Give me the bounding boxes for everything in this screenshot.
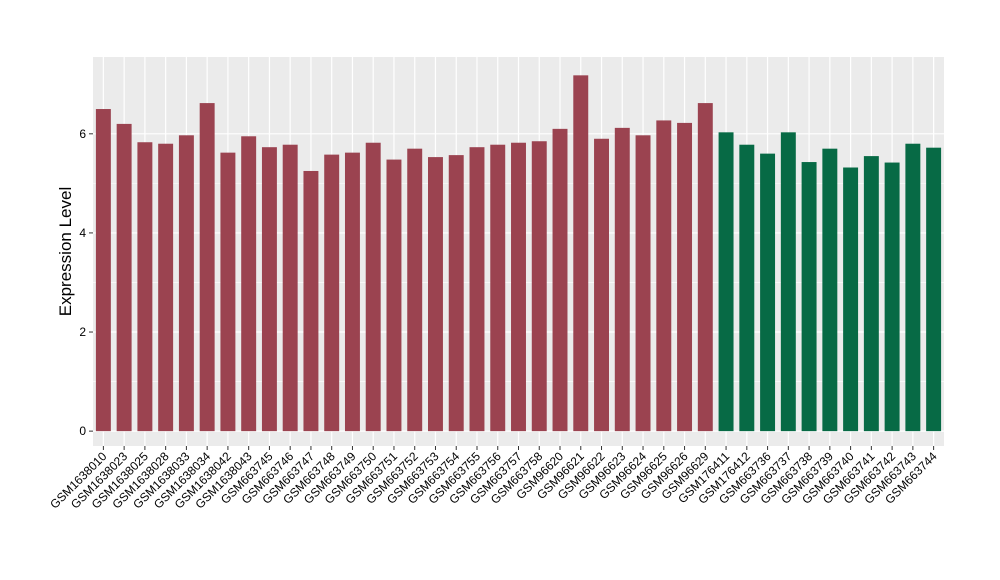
y-axis-title: Expression Level	[56, 187, 75, 316]
y-tick-label: 2	[79, 325, 86, 339]
bars	[95, 75, 942, 432]
bar-GSM1638028	[158, 143, 174, 432]
bar-GSM663754	[448, 155, 464, 432]
bar-GSM663745	[261, 147, 277, 432]
bar-GSM663758	[531, 141, 547, 432]
bar-GSM1638023	[116, 123, 132, 432]
bar-GSM96625	[656, 120, 672, 432]
bar-GSM663737	[780, 132, 796, 432]
bar-GSM663738	[801, 162, 817, 432]
bar-GSM1638033	[178, 135, 194, 432]
bar-GSM96621	[573, 75, 589, 432]
bar-GSM176411	[718, 132, 734, 432]
bar-GSM1638034	[199, 103, 215, 432]
bar-GSM96623	[614, 127, 630, 432]
bar-GSM663750	[365, 142, 381, 432]
bar-GSM663740	[843, 167, 859, 432]
bar-GSM663747	[303, 170, 319, 432]
bar-GSM663755	[469, 147, 485, 432]
bar-GSM663742	[884, 162, 900, 432]
bar-GSM1638043	[241, 136, 257, 432]
bar-GSM663748	[324, 154, 340, 432]
bar-GSM96624	[635, 135, 651, 432]
bar-GSM663756	[490, 144, 506, 432]
bar-GSM1638010	[95, 109, 111, 432]
bar-GSM663743	[905, 143, 921, 432]
bar-GSM96626	[677, 122, 693, 432]
bar-GSM96622	[594, 138, 609, 432]
bar-GSM663751	[386, 159, 402, 432]
bar-GSM1638025	[137, 142, 153, 432]
bar-GSM1638042	[220, 152, 236, 432]
bar-GSM663757	[511, 142, 526, 432]
y-tick-label: 4	[79, 226, 86, 240]
bar-GSM663749	[344, 152, 360, 432]
bar-GSM96629	[697, 103, 713, 432]
y-tick-label: 6	[79, 127, 86, 141]
bar-GSM663753	[428, 157, 443, 432]
bar-GSM663746	[282, 144, 298, 432]
x-axis: GSM1638010GSM1638023GSM1638025GSM1638028…	[47, 446, 940, 511]
bar-GSM663741	[863, 156, 879, 432]
bar-GSM663739	[822, 148, 838, 432]
bar-GSM663752	[407, 148, 423, 432]
bar-GSM663744	[926, 147, 942, 432]
bar-GSM176412	[739, 144, 755, 432]
bar-GSM96620	[552, 128, 568, 432]
y-axis: 0 2 4 6	[79, 127, 93, 438]
y-tick-label: 0	[79, 424, 86, 438]
bar-GSM663736	[760, 153, 776, 432]
